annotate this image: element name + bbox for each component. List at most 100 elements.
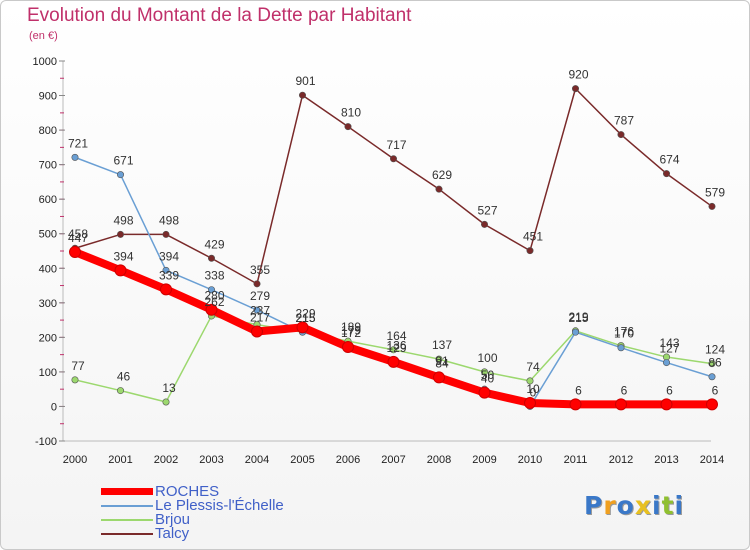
data-label: 717 (386, 138, 406, 152)
x-tick-label: 2013 (654, 454, 678, 466)
data-label: 6 (621, 383, 628, 397)
legend-label: ROCHES (155, 483, 220, 500)
x-tick-label: 2001 (108, 454, 132, 466)
data-label: 164 (386, 329, 406, 343)
y-tick-label: 200 (39, 332, 57, 344)
data-point (615, 398, 627, 411)
legend-label: Le Plessis-l'Échelle (155, 497, 284, 514)
data-point (480, 368, 488, 376)
data-label: 189 (341, 320, 361, 334)
data-point (660, 398, 673, 411)
data-label: 498 (113, 213, 133, 227)
proxiti-logo: Proxiti (584, 491, 684, 520)
data-point (435, 355, 443, 363)
data-label: 77 (71, 359, 85, 373)
logo-letter: P (584, 491, 604, 520)
data-label: 339 (159, 268, 179, 282)
data-label: 170 (614, 327, 634, 341)
data-label: 229 (295, 306, 315, 320)
data-label: 721 (68, 136, 88, 150)
data-label: 355 (250, 263, 270, 277)
data-point (69, 246, 81, 259)
data-point (251, 325, 263, 338)
data-label: 394 (159, 249, 179, 263)
data-point (205, 303, 218, 316)
data-label: 498 (159, 213, 179, 227)
data-point (71, 376, 79, 384)
y-tick-label: 700 (39, 160, 57, 172)
data-point (569, 398, 582, 411)
data-label: 13 (162, 381, 176, 395)
data-point (208, 286, 216, 294)
data-label: 787 (614, 114, 634, 128)
legend-swatch (101, 533, 153, 535)
data-label: 6 (575, 383, 582, 397)
data-point (253, 280, 261, 288)
y-tick-label: 0 (51, 401, 57, 413)
data-label: 6 (666, 383, 673, 397)
data-label: 124 (705, 343, 725, 357)
data-point (162, 266, 170, 274)
data-point (344, 123, 352, 131)
data-point (435, 185, 443, 193)
legend-swatch (101, 505, 153, 507)
data-label: 810 (341, 106, 361, 120)
data-label: 215 (295, 311, 315, 325)
data-label: 129 (386, 341, 406, 355)
data-label: 172 (341, 326, 361, 340)
data-label: 671 (113, 154, 133, 168)
data-point (617, 131, 625, 139)
data-point (162, 398, 170, 406)
data-label: 215 (568, 311, 588, 325)
data-point (342, 341, 354, 354)
data-label: 84 (435, 356, 449, 370)
x-tick-label: 2007 (381, 454, 405, 466)
data-point (208, 254, 216, 262)
logo-letter: o (616, 491, 635, 520)
data-label: 74 (526, 360, 540, 374)
data-point (389, 346, 397, 354)
data-label: 429 (204, 237, 224, 251)
x-tick-label: 2012 (609, 454, 633, 466)
x-tick-label: 2014 (700, 454, 724, 466)
data-point (571, 85, 579, 93)
data-point (162, 230, 170, 238)
data-label: 674 (659, 153, 679, 167)
data-point (662, 359, 670, 367)
data-point (617, 344, 625, 352)
data-point (71, 153, 79, 161)
data-point (253, 306, 261, 314)
data-label: 901 (295, 74, 315, 88)
x-tick-label: 2002 (154, 454, 178, 466)
data-label: 127 (659, 342, 679, 356)
data-point (117, 171, 125, 179)
data-label: 280 (204, 289, 224, 303)
data-point (117, 387, 125, 395)
y-tick-label: 600 (39, 194, 57, 206)
data-point (296, 321, 309, 334)
y-tick-label: 900 (39, 91, 57, 103)
y-tick-label: 300 (39, 298, 57, 310)
chart-unit: (en €) (29, 30, 58, 42)
data-label: 10 (526, 382, 540, 396)
y-tick-label: 500 (39, 229, 57, 241)
data-point (708, 373, 716, 381)
data-point (117, 230, 125, 238)
data-label: 262 (204, 295, 224, 309)
x-tick-label: 2009 (472, 454, 496, 466)
data-point (389, 155, 397, 163)
x-tick-label: 2000 (63, 454, 87, 466)
data-label: 143 (659, 336, 679, 350)
data-point (706, 398, 718, 411)
x-tick-label: 2004 (245, 454, 269, 466)
data-label: 527 (477, 203, 497, 217)
data-label: 237 (250, 304, 270, 318)
y-tick-label: 100 (39, 367, 57, 379)
data-label: 217 (250, 310, 270, 324)
data-point (708, 360, 716, 368)
data-point (114, 264, 127, 277)
logo-letter: t (661, 491, 675, 520)
data-point (524, 397, 536, 409)
